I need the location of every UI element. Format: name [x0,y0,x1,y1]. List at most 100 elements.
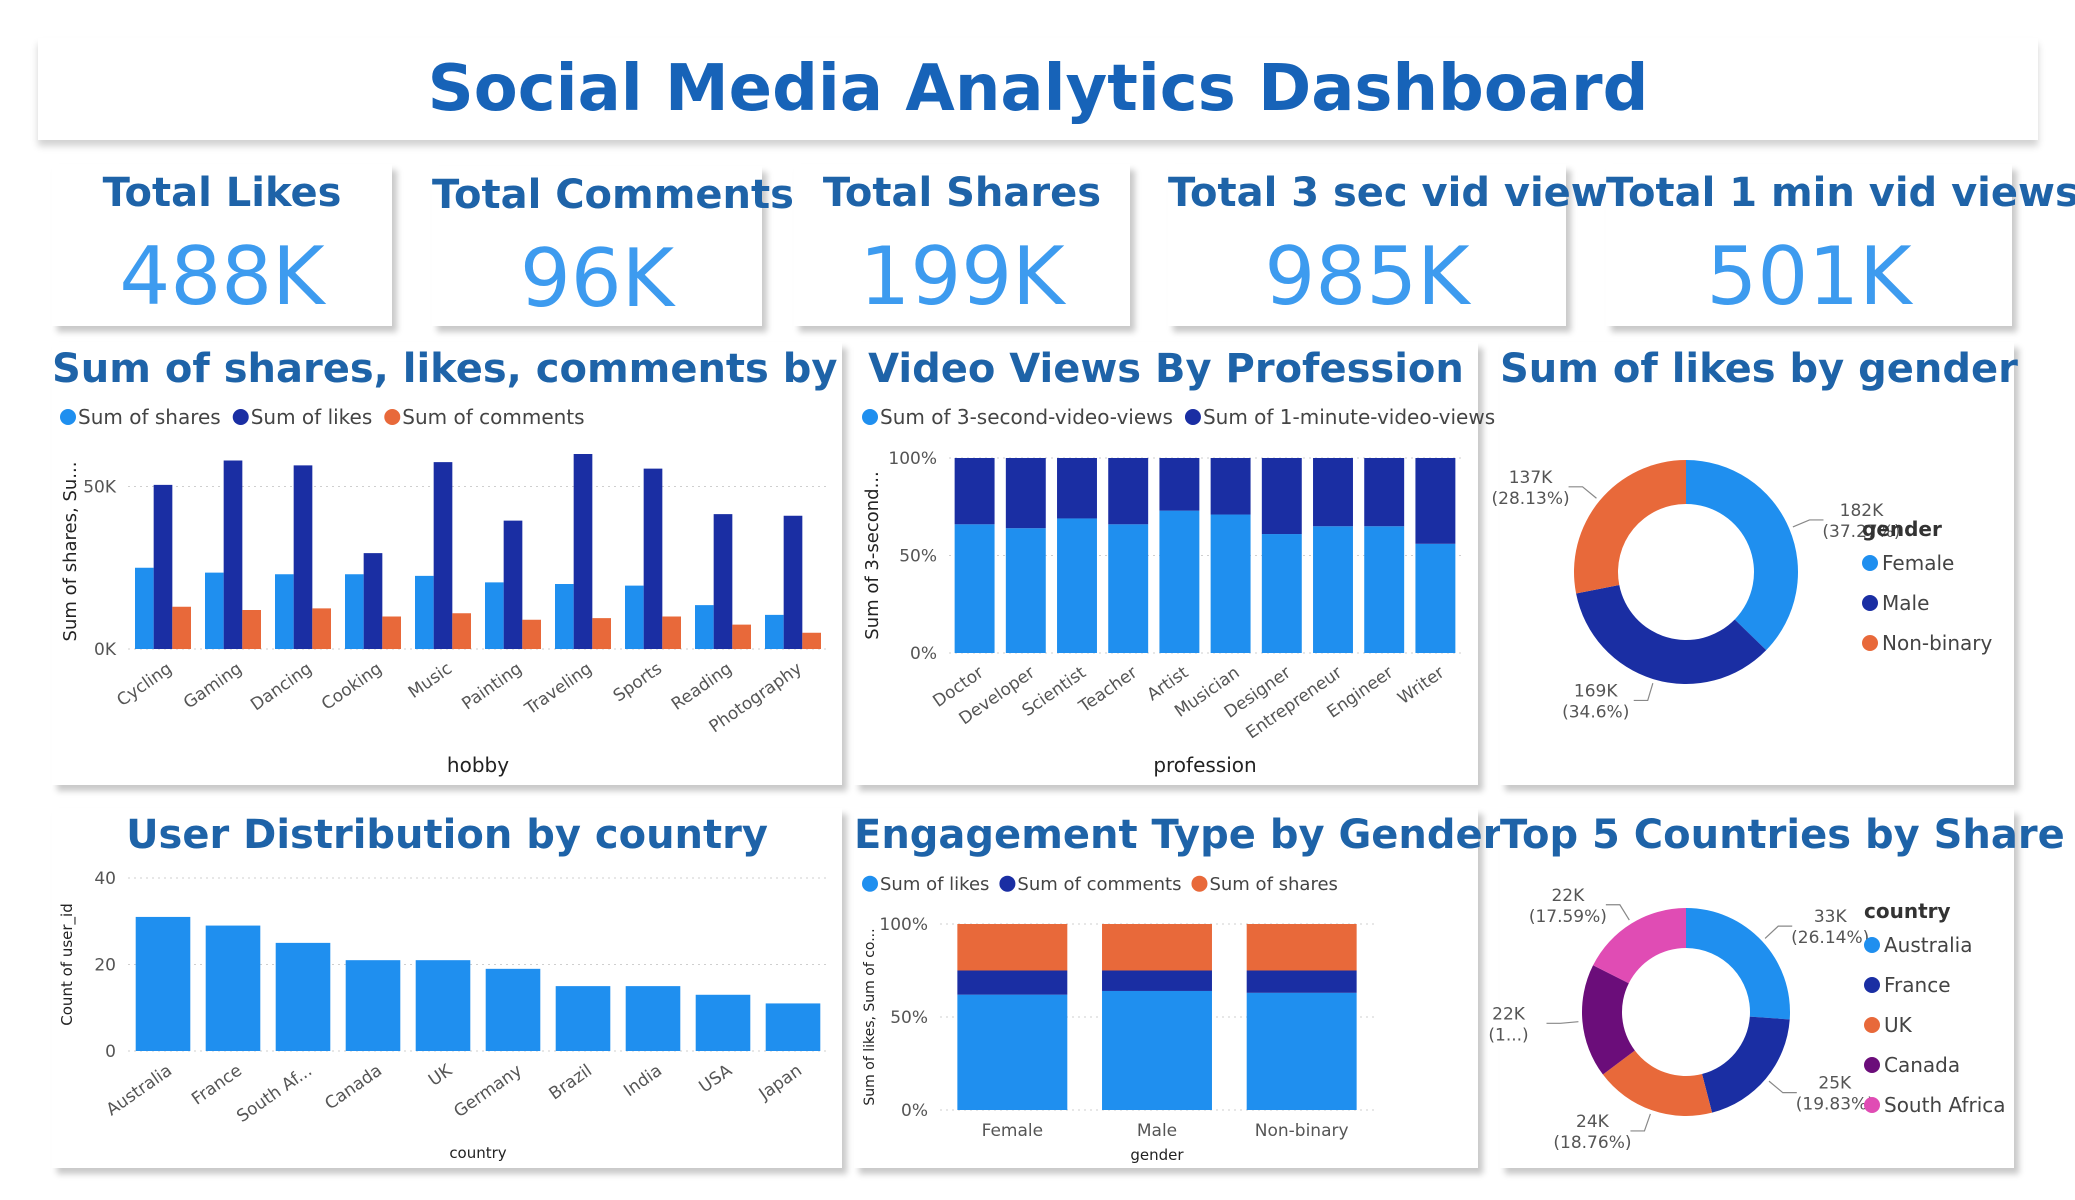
gender-likes-panel[interactable]: Sum of likes by gender 182K (37.27%) 169K(… [1492,342,2018,785]
data-label: 182K [1840,501,1884,521]
bar-segment [957,994,1068,1110]
legend-marker [999,875,1016,892]
legend-label: Sum of comments [402,405,584,429]
title-bar: Social Media Analytics Dashboard [38,38,2038,140]
legend-label: Australia [1884,933,1972,957]
bar [625,986,681,1051]
legend-label: Female [1882,551,1954,575]
data-label: 169K [1574,681,1618,701]
y-tick-label: 50K [83,478,117,498]
profession-chart-panel[interactable]: Video Views By Profession Sum of 3-secon… [854,342,1495,785]
legend-marker [1864,977,1880,993]
bar-segment [1159,510,1200,653]
y-tick-label: 0 [105,1042,116,1062]
legend-marker [384,409,401,425]
donut-slice [1602,1050,1713,1116]
bar-segment [1005,528,1046,653]
legend-marker [862,409,878,425]
bar-segment [1005,458,1046,529]
bar [135,916,191,1051]
bar [783,515,803,649]
legend-label: Non-binary [1882,631,1992,655]
legend-label: Sum of shares [1209,874,1337,895]
data-label-percent: (1...) [1488,1025,1528,1045]
x-tick-label: USA [696,1061,737,1098]
legend-label: Male [1882,591,1929,615]
bar-segment [954,524,995,653]
data-label-percent: (17.59%) [1529,907,1607,927]
donut-slice [1702,1016,1790,1113]
donut-slice [1582,965,1635,1075]
chart-title: Sum of shares, likes, comments by hobby [52,346,991,392]
x-axis-label: profession [1153,753,1256,777]
bar [452,613,471,649]
bar [765,614,784,649]
kpi-value: 199K [859,230,1065,323]
bar [555,986,611,1051]
kpi-card-1min-views[interactable]: Total 1 min vid views 501K [1606,164,2075,326]
engagement-gender-panel[interactable]: Engagement Type by Gender Sum of likes Su… [854,808,1502,1168]
legend-title: gender [1862,517,1942,541]
kpi-label: Total 3 sec vid views [1168,170,1632,216]
kpi-card-shares[interactable]: Total Shares 199K [794,164,1130,326]
donut-slice [1686,908,1790,1020]
bar-segment [1108,458,1149,525]
x-tick-label: Gaming [180,659,246,713]
bar [205,572,224,649]
top-countries-panel[interactable]: Top 5 Countries by Share 33K (26.14%) 25K(… [1488,808,2065,1168]
kpi-card-comments[interactable]: Total Comments 96K [432,166,794,326]
legend-label: Sum of 1-minute-video-views [1203,405,1495,429]
bar [363,553,383,649]
y-tick-label: 40 [94,869,116,889]
legend-marker [1862,635,1878,651]
bar [293,465,313,649]
bar-segment [1364,526,1405,653]
bar [573,454,593,649]
hobby-chart-panel[interactable]: Sum of shares, likes, comments by hobby … [52,342,991,785]
legend-marker [1864,1017,1880,1033]
bar [312,608,331,649]
y-tick-label: 50% [899,547,937,567]
legend-label: Sum of 3-second-video-views [880,405,1173,429]
kpi-card-likes[interactable]: Total Likes 488K [52,164,392,326]
kpi-label: Total Comments [432,172,794,218]
bar [172,606,191,649]
y-tick-label: 0K [94,640,117,660]
leader-line [1630,1113,1651,1132]
bar [643,468,663,649]
x-tick-label: Female [982,1121,1043,1141]
legend-marker [1862,595,1878,611]
bar-segment [1415,543,1456,653]
x-tick-label: Dancing [247,659,316,715]
bar [695,605,714,649]
y-axis-label: Sum of 3-second... [862,471,883,639]
bar [485,968,541,1051]
data-label-percent: (34.6%) [1562,702,1629,722]
legend-label: Sum of shares [78,405,221,429]
data-label: 137K [1509,468,1553,488]
country-users-panel[interactable]: User Distribution by country 0 20 40 Austra… [52,808,842,1168]
leader-line [1764,925,1793,939]
bar [732,624,751,649]
x-axis-label: country [449,1144,506,1162]
x-tick-label: Male [1137,1121,1177,1141]
x-tick-label: Sports [610,659,666,707]
legend-marker [1864,1097,1880,1113]
leader-line [1605,904,1630,921]
bar-segment [1102,970,1212,991]
bar-segment [1210,514,1251,653]
kpi-card-3sec-views[interactable]: Total 3 sec vid views 985K [1168,164,1632,326]
y-tick-label: 100% [879,915,928,935]
kpi-value: 96K [519,232,675,325]
bar [153,484,173,649]
bar-segment [957,970,1068,995]
bar [592,618,611,649]
x-tick-label: Teacher [1075,663,1141,718]
data-label-percent: (18.76%) [1553,1133,1631,1153]
legend-label: Sum of likes [251,405,373,429]
bar [485,582,504,649]
bar [242,610,261,649]
bar-segment [1057,458,1097,519]
legend-label: Sum of comments [1017,874,1181,895]
